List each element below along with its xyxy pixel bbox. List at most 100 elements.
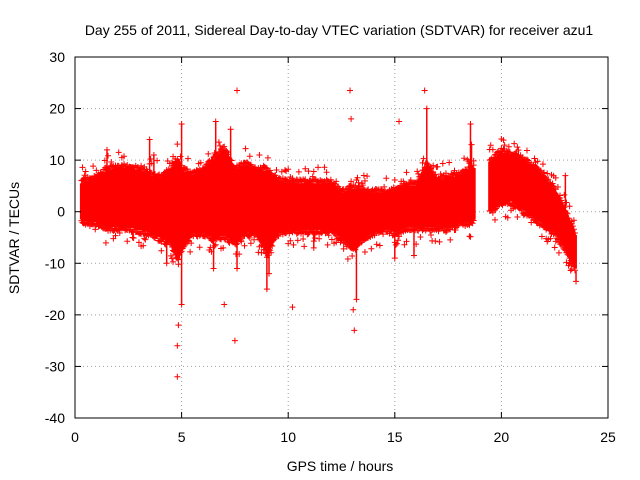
data-point xyxy=(364,173,371,180)
data-point xyxy=(489,146,496,153)
data-point xyxy=(305,168,312,175)
data-point xyxy=(268,242,275,249)
x-tick-label: 20 xyxy=(494,429,510,445)
data-point xyxy=(154,157,161,164)
data-point xyxy=(570,217,577,224)
y-tick-label: -40 xyxy=(45,410,65,426)
x-axis-label: GPS time / hours xyxy=(287,458,394,474)
y-tick-label: 0 xyxy=(57,204,65,220)
x-tick-label: 0 xyxy=(71,429,79,445)
data-point xyxy=(561,204,568,211)
data-point xyxy=(295,168,302,175)
data-point xyxy=(544,170,551,177)
data-point xyxy=(381,183,388,190)
data-point xyxy=(430,162,437,169)
y-tick-label: 30 xyxy=(49,49,65,65)
data-point xyxy=(102,239,109,246)
data-point xyxy=(175,158,182,165)
data-point xyxy=(273,167,280,174)
data-point xyxy=(92,226,99,233)
data-point xyxy=(349,253,356,260)
data-point xyxy=(566,203,573,210)
data-point xyxy=(184,155,191,162)
data-point xyxy=(251,236,258,243)
data-point xyxy=(287,237,294,244)
data-point xyxy=(361,248,368,255)
data-point xyxy=(421,87,428,94)
data-point xyxy=(420,155,427,162)
data-point xyxy=(554,183,561,190)
data-point xyxy=(557,192,564,199)
data-point xyxy=(552,174,559,181)
data-point xyxy=(373,241,380,248)
data-point xyxy=(140,242,147,249)
y-axis-label: SDTVAR / TECUs xyxy=(6,182,22,294)
data-point xyxy=(93,167,100,174)
data-point xyxy=(360,172,367,179)
data-point xyxy=(242,145,249,152)
data-point xyxy=(442,229,449,236)
data-point xyxy=(294,237,301,244)
data-point xyxy=(511,140,518,147)
data-point xyxy=(278,168,285,175)
data-point xyxy=(569,223,576,230)
data-point xyxy=(82,168,89,175)
data-point xyxy=(282,166,289,173)
x-tick-label: 15 xyxy=(387,429,403,445)
data-point xyxy=(380,231,387,238)
data-point xyxy=(555,249,562,256)
data-point xyxy=(221,143,228,150)
data-point xyxy=(333,178,340,185)
data-point xyxy=(275,233,282,240)
data-point xyxy=(392,241,399,248)
data-point xyxy=(174,373,181,380)
data-point xyxy=(504,214,511,221)
data-point xyxy=(452,226,459,233)
data-point xyxy=(272,235,279,242)
data-point xyxy=(183,166,190,173)
data-point xyxy=(356,183,363,190)
data-point xyxy=(246,234,253,241)
data-point xyxy=(354,174,361,181)
data-point xyxy=(184,237,191,244)
data-point xyxy=(394,237,401,244)
data-point xyxy=(321,164,328,171)
data-point xyxy=(434,163,441,170)
data-point xyxy=(108,159,115,166)
data-point xyxy=(175,322,182,329)
data-point xyxy=(396,233,403,240)
data-point xyxy=(347,87,354,94)
x-tick-label: 10 xyxy=(280,429,296,445)
data-point xyxy=(174,141,181,148)
data-point xyxy=(325,232,332,239)
data-point xyxy=(327,176,334,183)
data-point xyxy=(571,267,578,274)
data-point xyxy=(207,244,214,251)
data-point xyxy=(289,304,296,311)
data-band xyxy=(573,234,577,269)
data-point xyxy=(232,241,239,248)
data-point xyxy=(492,216,499,223)
data-point xyxy=(174,342,181,349)
data-point xyxy=(310,168,317,175)
data-point xyxy=(464,156,471,163)
data-point xyxy=(351,327,358,334)
data-point xyxy=(514,213,521,220)
data-point xyxy=(361,177,368,184)
y-tick-label: 20 xyxy=(49,101,65,117)
data-point xyxy=(311,235,318,242)
data-point xyxy=(396,118,403,125)
data-point xyxy=(263,165,270,172)
data-point xyxy=(547,235,554,242)
data-point xyxy=(216,142,223,149)
data-point xyxy=(350,306,357,313)
data-point xyxy=(403,169,410,176)
data-point xyxy=(447,236,454,243)
data-point xyxy=(246,153,253,160)
data-point xyxy=(116,229,123,236)
data-point xyxy=(271,236,278,243)
data-point xyxy=(262,164,269,171)
data-point xyxy=(428,231,435,238)
data-point xyxy=(446,159,453,166)
